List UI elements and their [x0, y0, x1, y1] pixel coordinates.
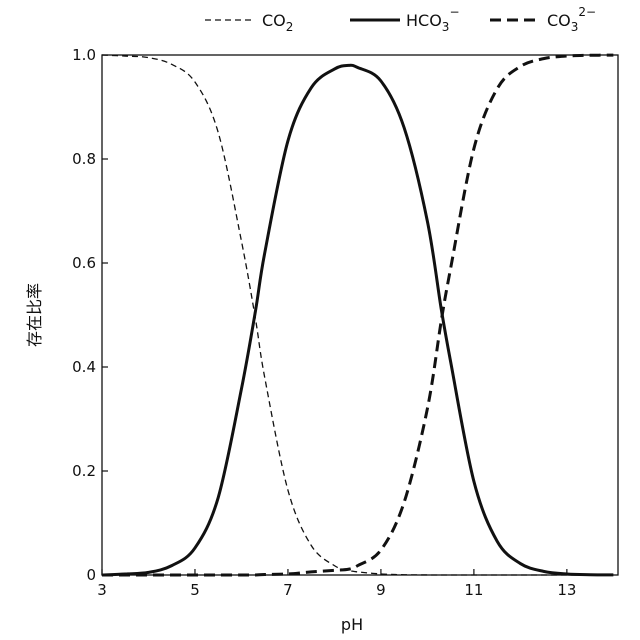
x-tick-label: 5	[190, 581, 200, 599]
x-tick-label: 11	[464, 581, 483, 599]
y-tick-label: 0	[86, 566, 96, 584]
legend-label-hco3: HCO3−	[406, 5, 460, 34]
x-tick-label: 9	[376, 581, 386, 599]
legend: CO2 HCO3− CO32−	[205, 5, 596, 34]
y-tick-label: 1.0	[72, 46, 96, 64]
series-line-hco3	[102, 65, 613, 575]
y-tick-label: 0.2	[72, 462, 96, 480]
x-tick-label: 13	[557, 581, 576, 599]
series-lines	[102, 55, 613, 575]
plot-area	[102, 55, 618, 575]
y-tick-label: 0.6	[72, 254, 96, 272]
axis-ticks: 3 5 7 9 11 13 0 0.2 0.4 0.6 0.8 1.0	[72, 46, 576, 599]
x-tick-label: 3	[97, 581, 107, 599]
y-axis-label: 存在比率	[25, 283, 44, 347]
x-axis-label: pH	[341, 615, 363, 634]
series-line-co3	[102, 55, 613, 575]
legend-label-co2: CO2	[262, 11, 293, 34]
series-line-co2	[102, 55, 613, 575]
x-tick-label: 7	[283, 581, 293, 599]
y-tick-label: 0.4	[72, 358, 96, 376]
legend-label-co3: CO32−	[547, 5, 596, 34]
y-tick-label: 0.8	[72, 150, 96, 168]
